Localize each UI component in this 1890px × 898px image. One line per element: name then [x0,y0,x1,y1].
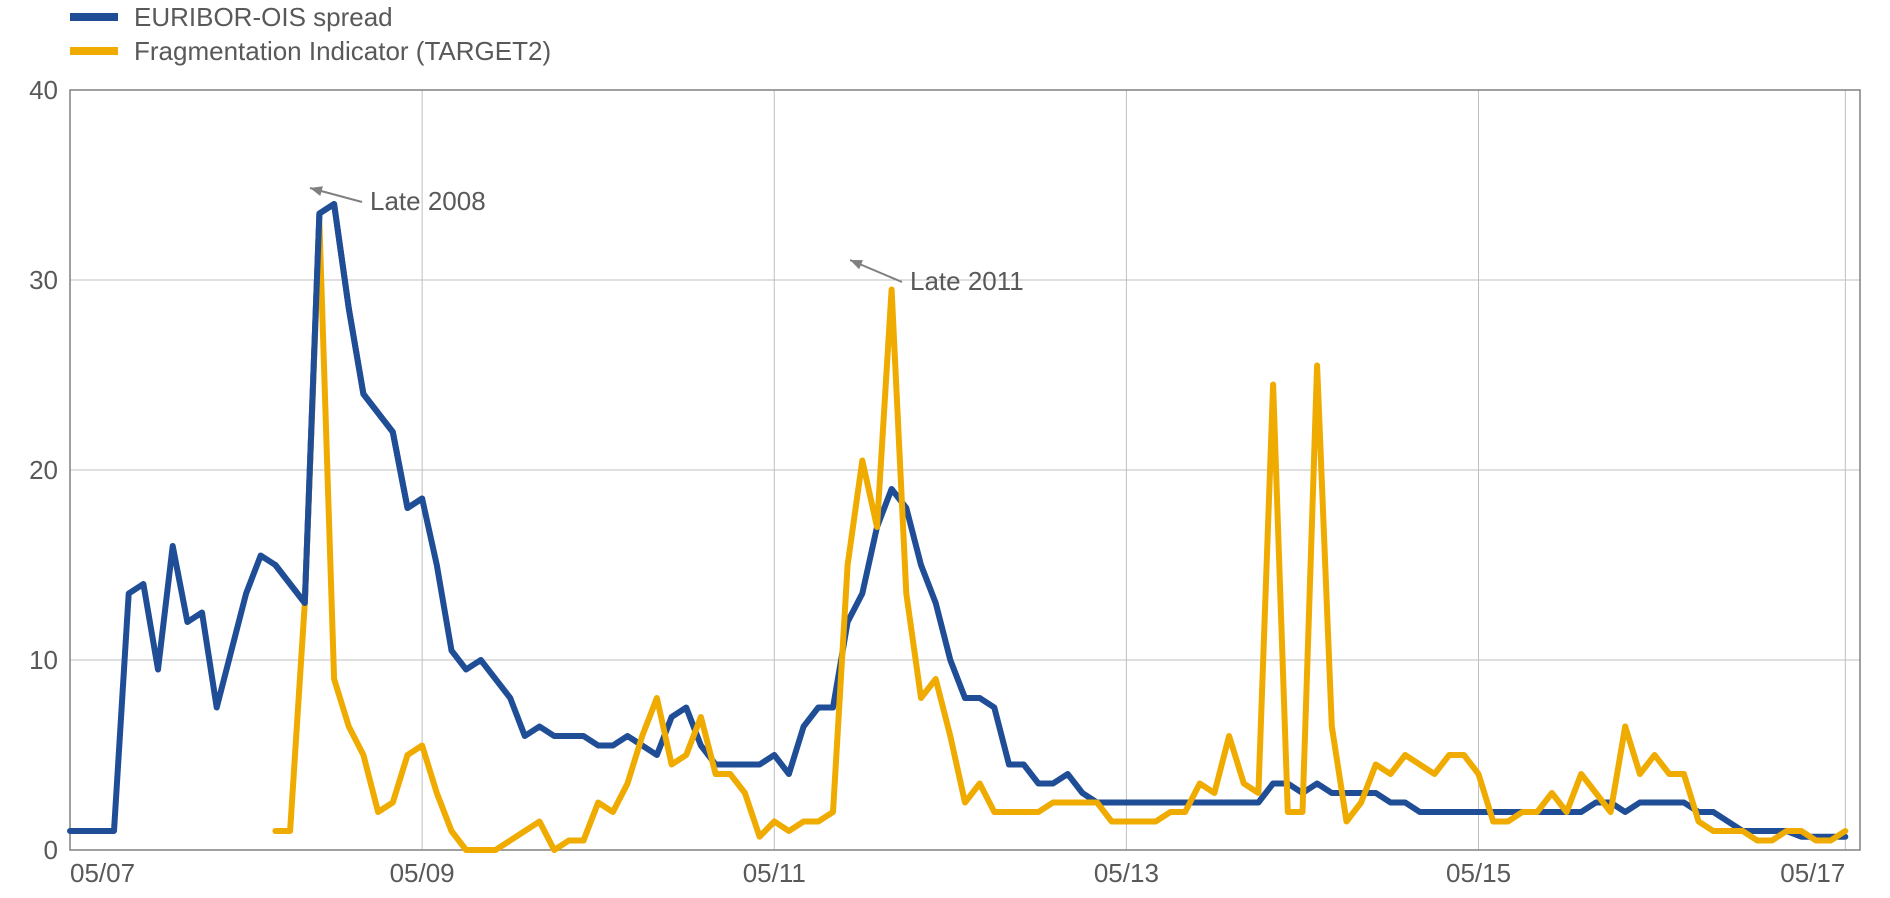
svg-text:05/09: 05/09 [390,858,455,888]
series-euribor-ois [70,204,1845,837]
svg-text:05/15: 05/15 [1446,858,1511,888]
annotation-label: Late 2011 [910,266,1024,296]
svg-text:10: 10 [29,645,58,675]
svg-text:20: 20 [29,455,58,485]
svg-text:0: 0 [44,835,58,865]
chart-svg: 0 10 20 30 40 05/07 05/09 05/11 05/13 05/15 05/17 L… [0,0,1890,898]
svg-text:05/17: 05/17 [1780,858,1845,888]
svg-text:40: 40 [29,75,58,105]
svg-text:30: 30 [29,265,58,295]
svg-text:05/11: 05/11 [743,858,806,888]
svg-text:05/13: 05/13 [1094,858,1159,888]
annotation-label: Late 2008 [370,186,486,216]
svg-text:05/07: 05/07 [70,858,135,888]
series-fragmentation [275,223,1845,850]
